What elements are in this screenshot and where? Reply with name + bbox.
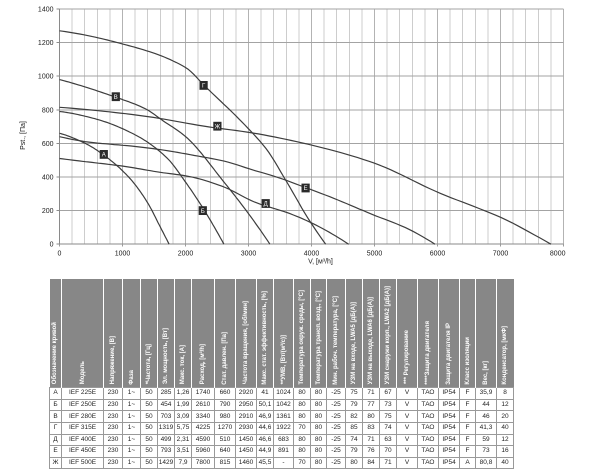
svg-text:Е: Е (304, 186, 308, 192)
svg-text:1400: 1400 (38, 7, 54, 14)
svg-text:1000: 1000 (38, 74, 54, 81)
svg-text:Д: Д (264, 202, 268, 208)
svg-text:400: 400 (42, 175, 54, 182)
svg-text:0: 0 (50, 242, 54, 249)
svg-text:В: В (114, 95, 118, 101)
svg-text:5000: 5000 (367, 250, 383, 257)
svg-text:3000: 3000 (241, 250, 257, 257)
svg-text:2000: 2000 (178, 250, 194, 257)
svg-text:Pst., [Па]: Pst., [Па] (20, 121, 27, 150)
svg-text:Ж: Ж (215, 124, 221, 130)
svg-text:А: А (102, 153, 106, 159)
svg-text:V, [м³/h]: V, [м³/h] (308, 259, 333, 266)
svg-text:4000: 4000 (304, 250, 320, 257)
svg-text:200: 200 (42, 208, 54, 215)
svg-text:6000: 6000 (430, 250, 446, 257)
svg-text:8000: 8000 (550, 250, 566, 257)
svg-text:0: 0 (58, 250, 62, 257)
svg-text:600: 600 (42, 141, 54, 148)
svg-text:7000: 7000 (493, 250, 509, 257)
svg-text:1000: 1000 (115, 250, 131, 257)
svg-text:Б: Б (201, 209, 205, 215)
svg-text:800: 800 (42, 107, 54, 114)
svg-text:Г: Г (202, 84, 206, 90)
svg-text:1200: 1200 (38, 40, 54, 47)
